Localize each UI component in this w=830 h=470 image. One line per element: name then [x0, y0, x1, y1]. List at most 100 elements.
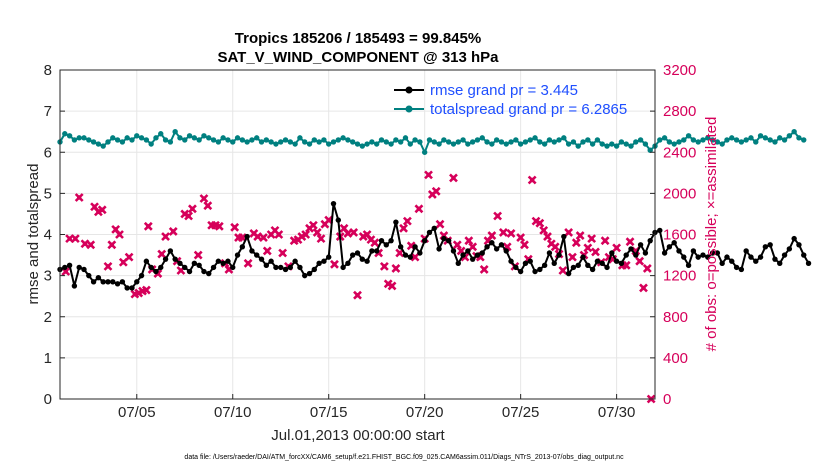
totalspread-point [316, 139, 322, 145]
rmse-point [239, 244, 246, 250]
totalspread-point [801, 137, 807, 143]
rmse-point [393, 219, 399, 225]
totalspread-point [700, 137, 706, 143]
totalspread-point [685, 133, 692, 139]
rmse-point [633, 252, 639, 258]
rmse-point [613, 258, 620, 264]
x-tick-label: 07/25 [502, 404, 540, 421]
rmse-point [791, 235, 797, 242]
rmse-point [258, 256, 265, 262]
totalspread-point [186, 133, 193, 139]
obs-assimilated-point [161, 232, 170, 241]
obs-assimilated-point [312, 228, 322, 237]
obs-assimilated-point [568, 252, 577, 262]
rmse-point [489, 240, 495, 246]
totalspread-point [633, 139, 639, 145]
totalspread-point [234, 135, 241, 141]
totalspread-point [249, 137, 255, 143]
obs-assimilated-point [214, 221, 224, 231]
rmse-point [158, 264, 164, 271]
rmse-point [129, 285, 135, 291]
totalspread-point [321, 137, 327, 143]
obs-assimilated-point [391, 264, 401, 273]
obs-assimilated-point [452, 240, 462, 250]
totalspread-point [311, 137, 318, 143]
totalspread-point [326, 141, 332, 147]
rmse-point [359, 256, 365, 262]
totalspread-point [364, 141, 370, 147]
rmse-point [177, 260, 183, 266]
totalspread-point [676, 139, 682, 145]
totalspread-point [513, 137, 519, 143]
rmse-point [604, 264, 610, 271]
rmse-point [81, 266, 87, 273]
totalspread-point [541, 141, 548, 147]
totalspread-point [244, 139, 250, 145]
totalspread-point [695, 139, 701, 145]
rmse-point [76, 264, 82, 271]
rmse-point [263, 262, 270, 269]
totalspread-point [172, 128, 178, 135]
obs-assimilated-point [414, 204, 424, 214]
totalspread-point [714, 139, 721, 145]
rmse-point [493, 246, 500, 252]
obs-assimilated-point [424, 170, 433, 180]
data-file-footer: data file: /Users/raeder/DAI/ATM_forcXX/… [184, 454, 624, 461]
rmse-point [244, 233, 250, 240]
legend-spread-label: totalspread grand pr = 6.2865 [430, 101, 627, 118]
rmse-point [762, 244, 769, 250]
totalspread-point [546, 137, 553, 143]
totalspread-point [436, 141, 442, 147]
totalspread-point [378, 137, 385, 143]
obs-assimilated-point [410, 252, 420, 262]
rmse-point [335, 217, 342, 223]
rmse-point [757, 254, 764, 260]
rmse-point [527, 258, 533, 264]
totalspread-point [469, 139, 476, 145]
obs-assimilated-point [193, 250, 203, 260]
totalspread-point [743, 137, 749, 143]
rmse-point [772, 256, 778, 262]
rmse-point [282, 266, 289, 273]
totalspread-point [532, 135, 538, 141]
obs-assimilated-point [575, 231, 585, 240]
totalspread-point [330, 139, 337, 145]
rmse-point [254, 252, 260, 258]
totalspread-point [786, 133, 793, 139]
totalspread-point [705, 135, 711, 141]
totalspread-point [455, 139, 461, 145]
legend-spread-marker [405, 105, 413, 113]
y-right-tick-label: 400 [663, 350, 688, 367]
rmse-point [589, 266, 596, 273]
rmse-point [412, 244, 418, 250]
rmse-point [326, 254, 332, 260]
totalspread-point [278, 139, 284, 145]
obs-assimilated-point [600, 236, 610, 246]
obs-assimilated-point [564, 228, 574, 237]
obs-assimilated-point [243, 258, 253, 268]
totalspread-point [95, 141, 102, 147]
obs-assimilated-point [464, 236, 474, 246]
totalspread-point [609, 141, 615, 147]
totalspread-point [143, 137, 150, 143]
totalspread-point [681, 137, 687, 143]
rmse-point [153, 268, 159, 275]
totalspread-point [292, 141, 298, 147]
rmse-point [517, 268, 524, 275]
totalspread-point [777, 135, 783, 141]
rmse-point [599, 260, 605, 266]
totalspread-point [412, 137, 418, 143]
obs-assimilated-point [188, 204, 197, 214]
rmse-point [105, 279, 111, 285]
totalspread-point [589, 141, 596, 147]
rmse-point [148, 264, 154, 271]
totalspread-point [580, 139, 586, 145]
rmse-point [484, 244, 490, 250]
obs-assimilated-point [535, 218, 545, 228]
rmse-point [661, 250, 668, 256]
rmse-point [609, 250, 615, 256]
rmse-point [479, 250, 485, 256]
obs-assimilated-point [487, 231, 497, 240]
obs-assimilated-point [316, 234, 326, 244]
totalspread-point [119, 139, 126, 145]
